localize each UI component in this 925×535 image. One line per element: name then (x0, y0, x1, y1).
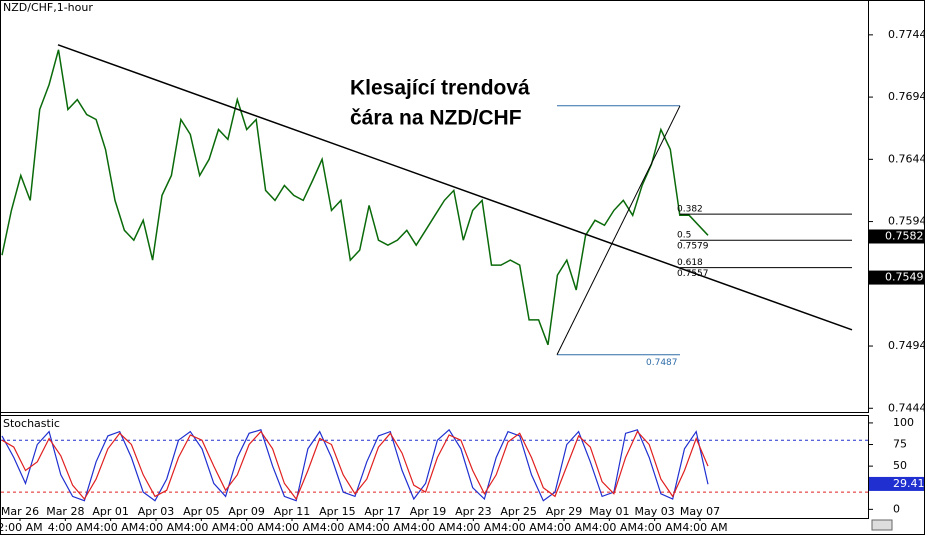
x-tick-time: 4:00 AM (138, 521, 183, 534)
fib-price: 0.7579 (677, 242, 709, 252)
x-tick-time: 4:00 AM (682, 521, 727, 534)
y-tick-label: 0.7694 (888, 90, 925, 103)
x-tick-date: Apr 01 (92, 505, 129, 518)
fib-price: 0.7557 (677, 269, 709, 279)
x-tick-date: Apr 05 (183, 505, 220, 518)
y-tick-label: 100 (893, 416, 914, 429)
stochastic-marker (869, 476, 924, 491)
x-tick-time: 4:00 AM (48, 521, 93, 534)
y-tick-label: 0.7494 (888, 339, 925, 352)
y-tick-label: 0 (893, 502, 900, 515)
x-tick-date: Apr 29 (546, 505, 583, 518)
stochastic-line (1, 430, 709, 501)
x-tick-date: May 01 (589, 505, 629, 518)
price-panel (0, 0, 869, 413)
y-tick-label: 50 (893, 459, 907, 472)
x-tick-date: Apr 15 (319, 505, 356, 518)
x-tick-date: Apr 09 (228, 505, 265, 518)
x-tick-time: 2:00 AM (0, 521, 43, 534)
x-tick-time: 4:00 AM (410, 521, 455, 534)
annotation: čára na NZD/CHF (350, 107, 522, 130)
x-tick-date: Apr 19 (410, 505, 447, 518)
x-tick-time: 4:00 AM (637, 521, 682, 534)
x-tick-date: Mar 28 (46, 505, 84, 518)
scroll-icon[interactable] (871, 519, 893, 531)
price-marker-label: 0.7582 (885, 229, 924, 242)
x-tick-time: 4:00 AM (365, 521, 410, 534)
y-tick-label: 0.7744 (888, 28, 925, 41)
trendline (57, 44, 853, 331)
panel-title: Stochastic (3, 417, 60, 430)
fib-ratio: 0.618 (677, 258, 703, 268)
price-line (1, 49, 709, 346)
x-tick-time: 4:00 AM (592, 521, 637, 534)
y-tick-label: 0.7644 (888, 152, 925, 165)
fib-diagonal (556, 105, 681, 355)
y-tick-label: 0.7594 (888, 215, 925, 228)
fib-label: 0.7487 (646, 358, 678, 368)
x-tick-time: 4:00 AM (456, 521, 501, 534)
price-marker (869, 270, 924, 285)
x-tick-time: 4:00 AM (229, 521, 274, 534)
fib-ratio: 0.382 (677, 205, 703, 215)
x-tick-time: 4:00 AM (93, 521, 138, 534)
chart-title: NZD/CHF,1-hour (3, 1, 93, 14)
x-tick-date: May 03 (635, 505, 675, 518)
fib-ratio: 0.5 (677, 231, 691, 241)
x-tick-time: 4:00 AM (274, 521, 319, 534)
x-tick-date: Apr 03 (138, 505, 175, 518)
x-tick-time: 4:00 AM (501, 521, 546, 534)
x-tick-date: Apr 11 (274, 505, 311, 518)
x-tick-date: Apr 25 (500, 505, 537, 518)
x-tick-time: 4:00 AM (184, 521, 229, 534)
x-tick-time: 4:00 AM (320, 521, 365, 534)
y-tick-label: 75 (893, 438, 907, 451)
x-tick-time: 4:00 AM (546, 521, 591, 534)
annotation: Klesající trendová (350, 77, 530, 100)
x-tick-date: May 07 (680, 505, 720, 518)
price-marker-label: 0.7549 (885, 271, 924, 284)
price-marker (869, 229, 924, 244)
x-tick-date: Mar 26 (1, 505, 39, 518)
stochastic-line (1, 428, 709, 502)
x-tick-date: Apr 23 (455, 505, 492, 518)
x-tick-date: Apr 17 (364, 505, 401, 518)
y-tick-label: 0.7444 (888, 401, 925, 414)
stochastic-marker-label: 29.41 (893, 477, 925, 490)
